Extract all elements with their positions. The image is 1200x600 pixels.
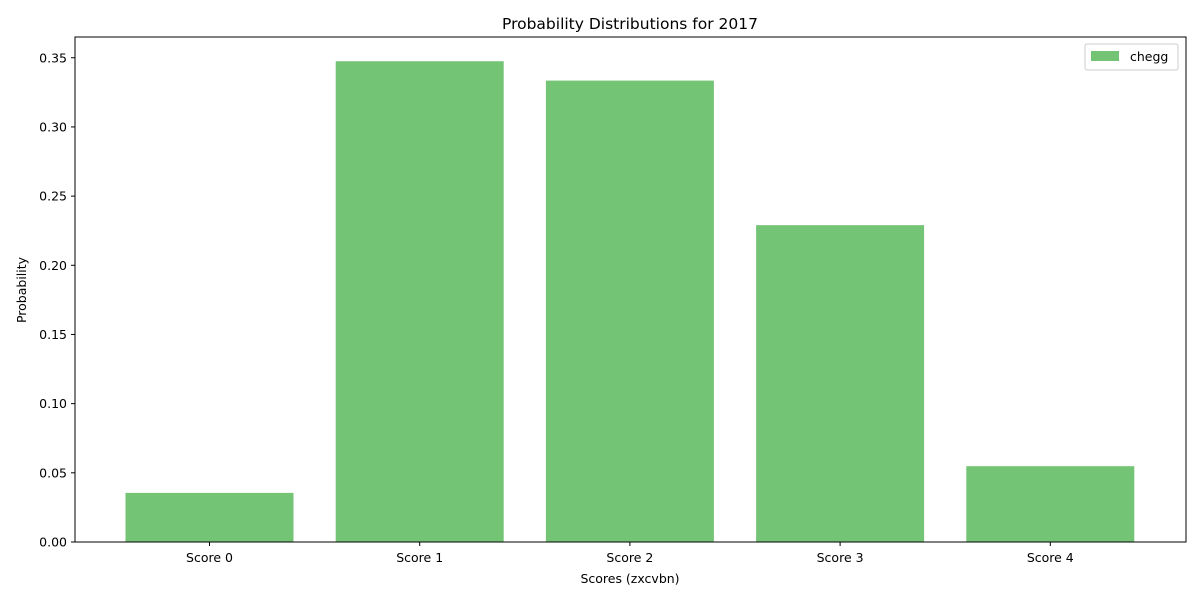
y-axis: 0.00 0.05 0.10 0.15 0.20 0.25 0.30 0.35 — [39, 50, 75, 550]
y-tick-label: 0.15 — [39, 327, 67, 342]
x-tick-label: Score 4 — [1027, 550, 1074, 565]
y-tick-label: 0.05 — [39, 465, 67, 480]
bar-score-4 — [966, 466, 1135, 542]
y-tick-label: 0.00 — [39, 535, 67, 550]
x-axis: Score 0 Score 1 Score 2 Score 3 Score 4 — [186, 542, 1074, 565]
bar-score-1 — [335, 61, 504, 543]
x-tick-label: Score 1 — [396, 550, 443, 565]
legend-label: chegg — [1130, 49, 1168, 64]
y-axis-label: Probability — [14, 256, 29, 323]
bars-group — [125, 61, 1135, 543]
y-tick-label: 0.35 — [39, 50, 67, 65]
x-tick-label: Score 2 — [606, 550, 653, 565]
bar-score-3 — [756, 225, 925, 542]
bar-score-0 — [125, 492, 294, 542]
chart-title: Probability Distributions for 2017 — [502, 15, 758, 33]
bar-score-2 — [545, 80, 714, 542]
legend-frame — [1084, 43, 1179, 71]
y-tick-label: 0.20 — [39, 258, 67, 273]
y-tick-label: 0.25 — [39, 189, 67, 204]
x-tick-label: Score 0 — [186, 550, 233, 565]
x-axis-label: Scores (zxcvbn) — [580, 571, 679, 586]
legend: chegg — [1084, 43, 1179, 71]
y-tick-label: 0.30 — [39, 119, 67, 134]
y-tick-label: 0.10 — [39, 396, 67, 411]
legend-swatch — [1091, 51, 1119, 61]
plot-frame — [74, 36, 1187, 543]
x-tick-label: Score 3 — [817, 550, 864, 565]
